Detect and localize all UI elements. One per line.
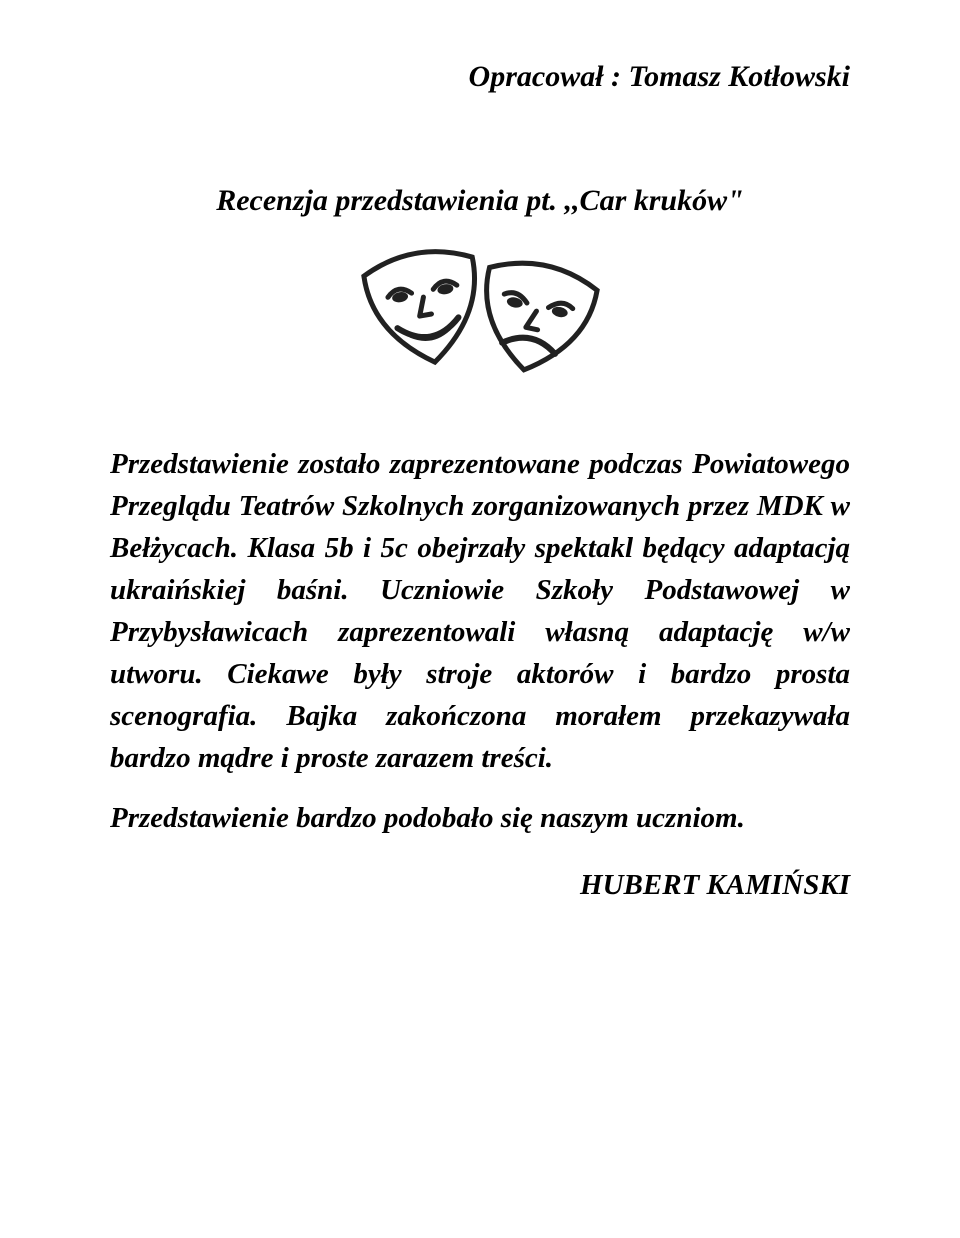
closing-line: Przedstawienie bardzo podobało się naszy…: [110, 797, 850, 839]
review-paragraph: Przedstawienie zostało zaprezentowane po…: [110, 443, 850, 779]
theatre-masks-illustration: [110, 243, 850, 398]
signature: HUBERT KAMIŃSKI: [110, 869, 850, 902]
theatre-masks-icon: [350, 243, 610, 393]
author-line: Opracował : Tomasz Kotłowski: [110, 60, 850, 94]
document-page: Opracował : Tomasz Kotłowski Recenzja pr…: [0, 0, 960, 1238]
document-title: Recenzja przedstawienia pt. ,,Car kruków…: [110, 184, 850, 218]
